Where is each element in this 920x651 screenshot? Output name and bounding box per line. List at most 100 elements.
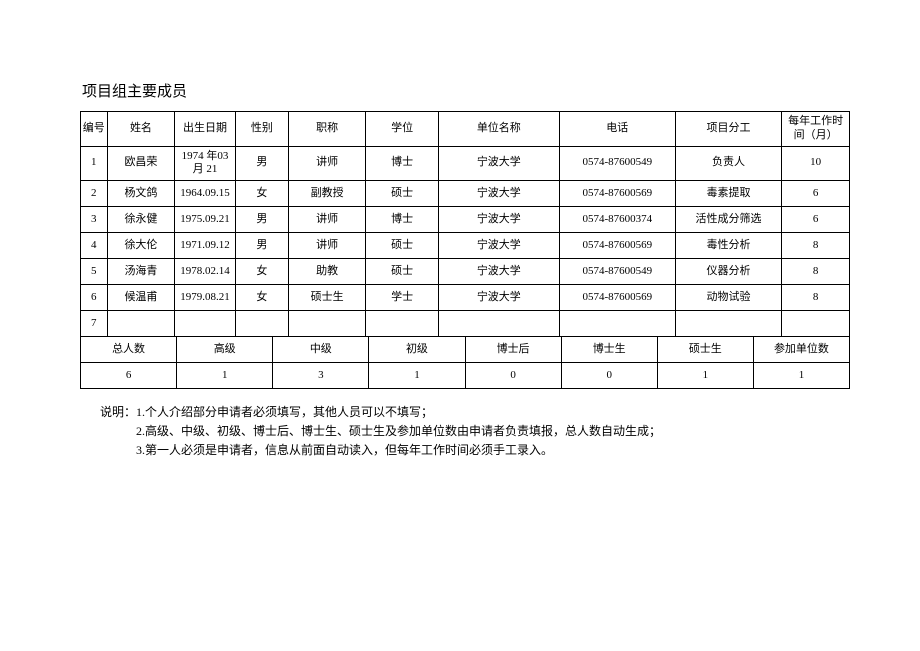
cell: 6 (782, 181, 850, 207)
summary-header: 博士生 (561, 337, 657, 363)
cell: 0574-87600374 (559, 207, 675, 233)
col-header: 学位 (366, 112, 439, 147)
cell (175, 311, 235, 337)
cell: 4 (81, 233, 108, 259)
cell: 负责人 (675, 146, 781, 181)
cell: 宁波大学 (438, 207, 559, 233)
col-header: 职称 (288, 112, 365, 147)
cell: 5 (81, 259, 108, 285)
col-header: 每年工作时间（月） (782, 112, 850, 147)
cell: 7 (81, 311, 108, 337)
cell: 0574-87600569 (559, 285, 675, 311)
cell: 8 (782, 285, 850, 311)
cell: 女 (235, 181, 288, 207)
cell: 博士 (366, 207, 439, 233)
cell: 1964.09.15 (175, 181, 235, 207)
cell: 毒素提取 (675, 181, 781, 207)
summary-header: 初级 (369, 337, 465, 363)
table-row: 6 候温甫 1979.08.21 女 硕士生 学士 宁波大学 0574-8760… (81, 285, 850, 311)
summary-table: 总人数 高级 中级 初级 博士后 博士生 硕士生 参加单位数 6 1 3 1 0… (80, 336, 850, 389)
cell: 6 (81, 285, 108, 311)
cell: 1 (81, 146, 108, 181)
cell: 0574-87600569 (559, 181, 675, 207)
col-header: 项目分工 (675, 112, 781, 147)
members-table: 编号 姓名 出生日期 性别 职称 学位 单位名称 电话 项目分工 每年工作时间（… (80, 111, 850, 337)
cell: 0574-87600549 (559, 259, 675, 285)
table-row: 4 徐大伦 1971.09.12 男 讲师 硕士 宁波大学 0574-87600… (81, 233, 850, 259)
summary-value: 1 (753, 363, 849, 389)
cell: 毒性分析 (675, 233, 781, 259)
cell: 博士 (366, 146, 439, 181)
cell: 1975.09.21 (175, 207, 235, 233)
cell: 男 (235, 207, 288, 233)
cell: 男 (235, 233, 288, 259)
cell: 讲师 (288, 207, 365, 233)
cell: 宁波大学 (438, 146, 559, 181)
cell: 1971.09.12 (175, 233, 235, 259)
cell: 1978.02.14 (175, 259, 235, 285)
cell: 0574-87600569 (559, 233, 675, 259)
table-row: 3 徐永健 1975.09.21 男 讲师 博士 宁波大学 0574-87600… (81, 207, 850, 233)
table-header-row: 编号 姓名 出生日期 性别 职称 学位 单位名称 电话 项目分工 每年工作时间（… (81, 112, 850, 147)
cell: 副教授 (288, 181, 365, 207)
summary-header: 高级 (177, 337, 273, 363)
cell: 讲师 (288, 146, 365, 181)
cell (559, 311, 675, 337)
cell: 宁波大学 (438, 259, 559, 285)
summary-value: 6 (81, 363, 177, 389)
cell (675, 311, 781, 337)
cell: 女 (235, 285, 288, 311)
cell: 2 (81, 181, 108, 207)
note-line: 说明：1.个人介绍部分申请者必须填写，其他人员可以不填写； (100, 403, 850, 422)
cell (366, 311, 439, 337)
cell: 徐永健 (107, 207, 175, 233)
page-title: 项目组主要成员 (82, 80, 850, 101)
col-header: 单位名称 (438, 112, 559, 147)
col-header: 电话 (559, 112, 675, 147)
note-line: 2.高级、中级、初级、博士后、博士生、硕士生及参加单位数由申请者负责填报，总人数… (136, 422, 850, 441)
table-row: 2 杨文鸽 1964.09.15 女 副教授 硕士 宁波大学 0574-8760… (81, 181, 850, 207)
table-row: 1 欧昌荣 1974 年03 月 21 男 讲师 博士 宁波大学 0574-87… (81, 146, 850, 181)
cell: 宁波大学 (438, 181, 559, 207)
summary-value: 1 (177, 363, 273, 389)
cell: 讲师 (288, 233, 365, 259)
summary-header: 总人数 (81, 337, 177, 363)
col-header: 编号 (81, 112, 108, 147)
summary-header: 硕士生 (657, 337, 753, 363)
cell: 硕士 (366, 181, 439, 207)
cell: 8 (782, 259, 850, 285)
cell: 8 (782, 233, 850, 259)
summary-value: 3 (273, 363, 369, 389)
cell (235, 311, 288, 337)
cell: 候温甫 (107, 285, 175, 311)
summary-value-row: 6 1 3 1 0 0 1 1 (81, 363, 850, 389)
cell: 硕士 (366, 233, 439, 259)
col-header: 性别 (235, 112, 288, 147)
cell: 0574-87600549 (559, 146, 675, 181)
cell: 3 (81, 207, 108, 233)
cell (438, 311, 559, 337)
table-row: 5 汤海青 1978.02.14 女 助教 硕士 宁波大学 0574-87600… (81, 259, 850, 285)
summary-header: 博士后 (465, 337, 561, 363)
summary-value: 0 (465, 363, 561, 389)
summary-value: 0 (561, 363, 657, 389)
notes-block: 说明：1.个人介绍部分申请者必须填写，其他人员可以不填写； 2.高级、中级、初级… (100, 403, 850, 461)
cell (288, 311, 365, 337)
cell: 1974 年03 月 21 (175, 146, 235, 181)
cell: 活性成分筛选 (675, 207, 781, 233)
cell: 10 (782, 146, 850, 181)
cell: 男 (235, 146, 288, 181)
summary-value: 1 (657, 363, 753, 389)
cell (107, 311, 175, 337)
table-row: 7 (81, 311, 850, 337)
cell (782, 311, 850, 337)
cell: 6 (782, 207, 850, 233)
col-header: 姓名 (107, 112, 175, 147)
cell: 1979.08.21 (175, 285, 235, 311)
cell: 学士 (366, 285, 439, 311)
cell: 硕士生 (288, 285, 365, 311)
cell: 女 (235, 259, 288, 285)
summary-header: 中级 (273, 337, 369, 363)
cell: 宁波大学 (438, 285, 559, 311)
cell: 助教 (288, 259, 365, 285)
